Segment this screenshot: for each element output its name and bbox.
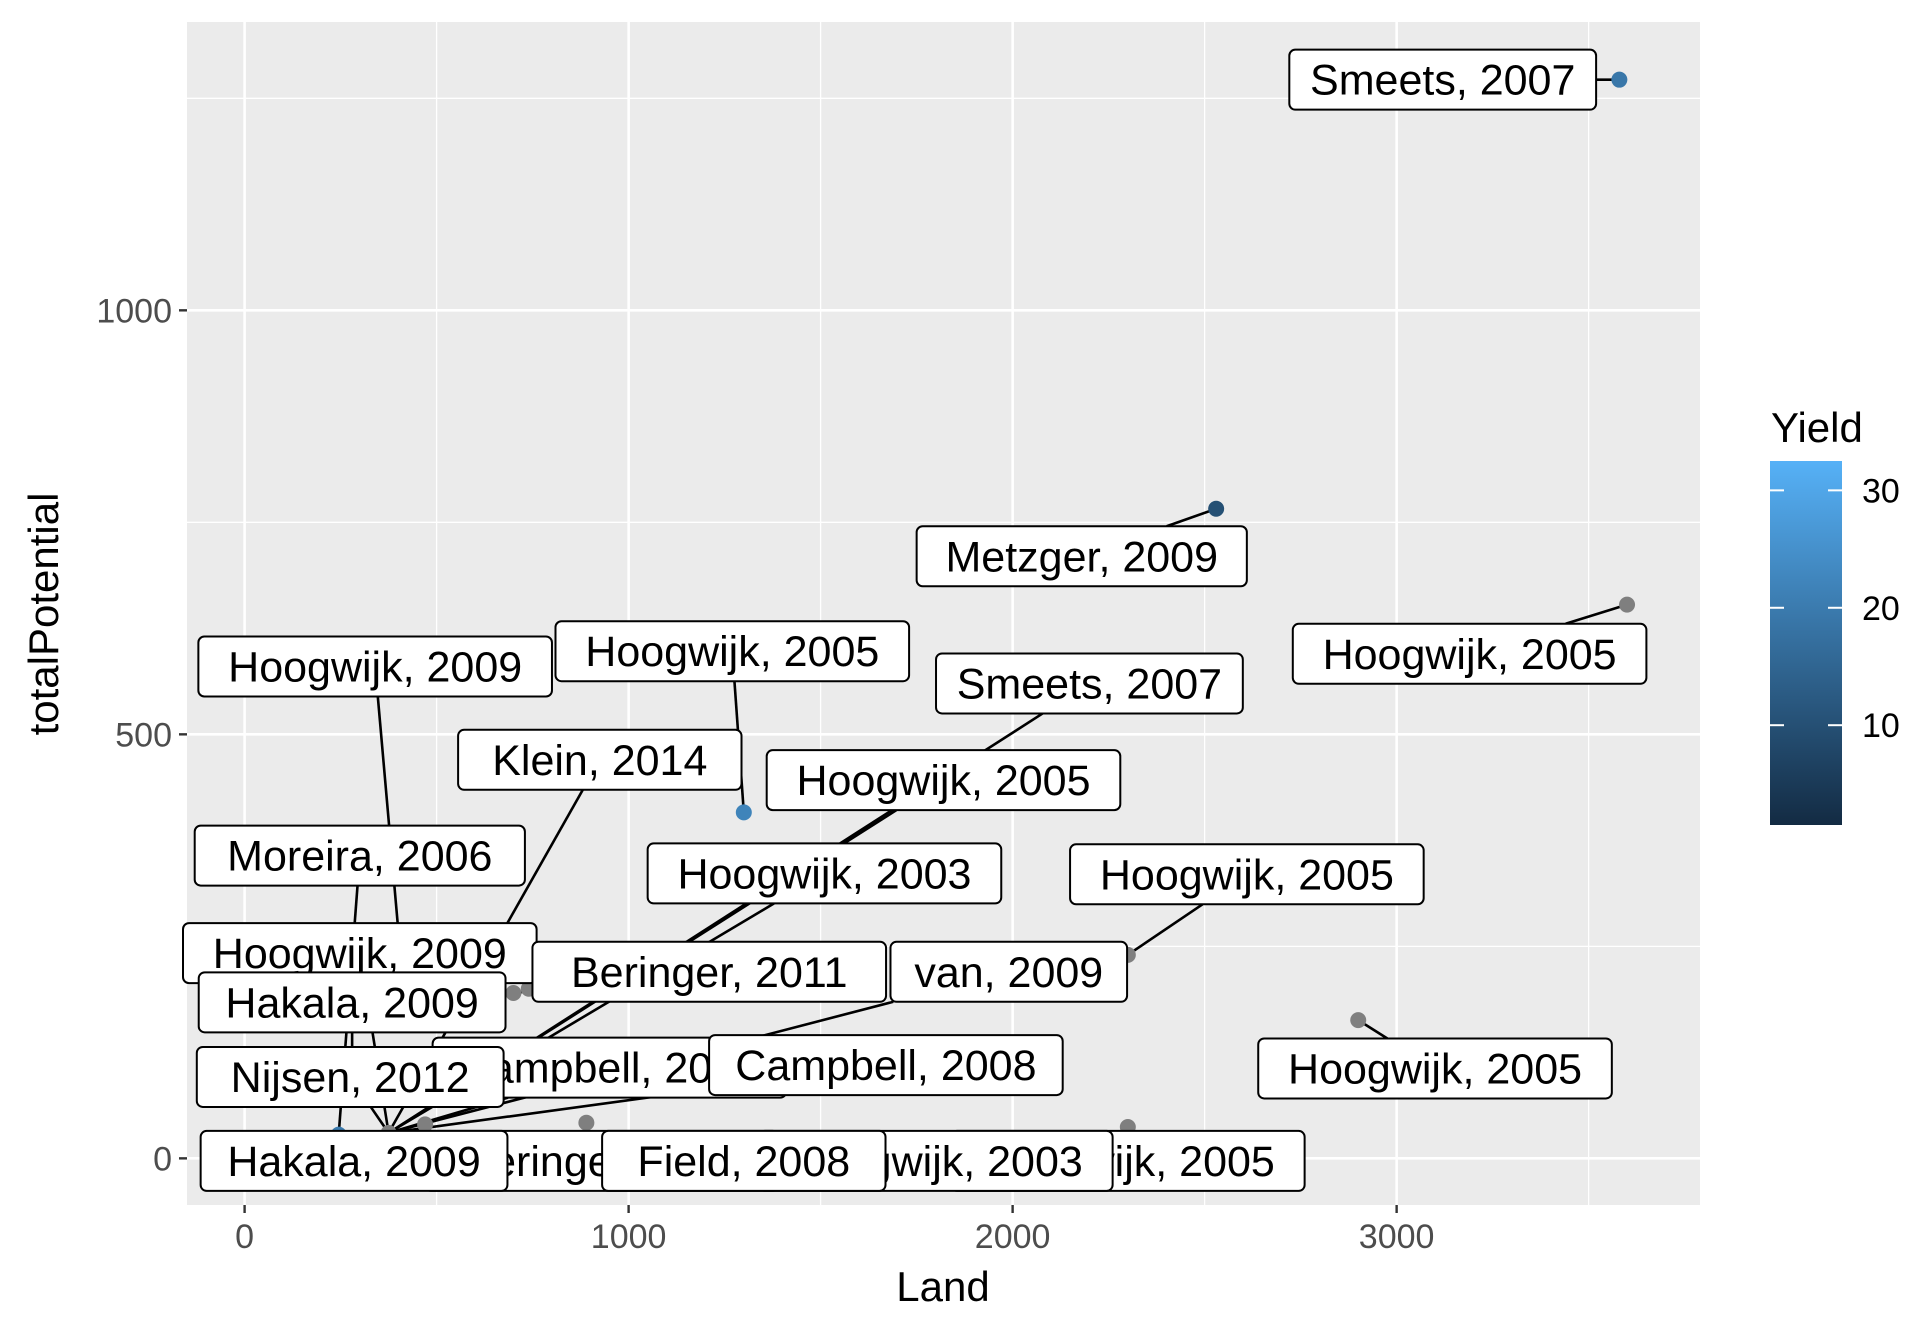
point-label: Hakala, 2009 bbox=[199, 1129, 509, 1192]
label-text: Field, 2008 bbox=[637, 1138, 850, 1186]
leader-line bbox=[1166, 507, 1217, 528]
y-tick-label: 0 bbox=[153, 1140, 172, 1178]
label-text: Beringer, 2011 bbox=[571, 949, 848, 997]
y-tick-label: 1000 bbox=[96, 292, 172, 330]
label-box bbox=[193, 824, 526, 887]
label-box bbox=[197, 635, 553, 698]
label-text: Hakala, 2009 bbox=[225, 979, 478, 1027]
y-axis-title: totalPotential bbox=[20, 493, 67, 736]
data-point bbox=[505, 984, 522, 1001]
data-point bbox=[735, 804, 752, 821]
point-label: Hoogwijk, 2005 bbox=[765, 749, 1122, 812]
point-label: Hoogwijk, 2005 bbox=[554, 620, 911, 683]
label-text: Smeets, 2007 bbox=[957, 660, 1222, 708]
data-point bbox=[1208, 500, 1225, 517]
legend-title: Yield bbox=[1771, 404, 1863, 451]
label-box bbox=[199, 1129, 509, 1192]
label-box bbox=[1069, 843, 1425, 906]
label-text: Hoogwijk, 2005 bbox=[585, 628, 879, 676]
point-label: Metzger, 2009 bbox=[915, 525, 1248, 588]
point-label: Moreira, 2006 bbox=[193, 824, 526, 887]
label-box bbox=[708, 1034, 1064, 1097]
x-axis-ticks: 0 1000 2000 3000 bbox=[235, 1205, 1434, 1256]
label-text: Klein, 2014 bbox=[492, 737, 707, 785]
label-text: van, 2009 bbox=[914, 949, 1103, 997]
leader-line bbox=[1127, 903, 1204, 956]
point-label: Smeets, 2007 bbox=[1288, 48, 1598, 111]
point-label: Hoogwijk, 2005 bbox=[1291, 622, 1648, 685]
label-text: Campbell, 2008 bbox=[735, 1042, 1036, 1090]
label-text: Metzger, 2009 bbox=[945, 533, 1218, 581]
label-box bbox=[646, 842, 1003, 905]
label-text: Moreira, 2006 bbox=[227, 833, 492, 881]
point-label: Hoogwijk, 2005 bbox=[1257, 1037, 1613, 1100]
point-label: Field, 2008 bbox=[601, 1129, 887, 1192]
label-box bbox=[915, 525, 1248, 588]
point-label: Beringer, 2011 bbox=[531, 940, 888, 1003]
point-label: van, 2009 bbox=[889, 940, 1129, 1003]
x-tick-label: 3000 bbox=[1359, 1218, 1435, 1256]
point-label: Klein, 2014 bbox=[457, 728, 743, 791]
label-box bbox=[935, 652, 1244, 715]
label-text: Hoogwijk, 2009 bbox=[228, 644, 522, 692]
point-label: Hoogwijk, 2009 bbox=[197, 635, 553, 698]
legend-ticks: 10 20 30 bbox=[1770, 472, 1900, 745]
leader-line bbox=[376, 696, 400, 930]
data-point bbox=[417, 1116, 434, 1133]
point-label: Hakala, 2009 bbox=[197, 971, 507, 1034]
point-label: Hoogwijk, 2003 bbox=[646, 842, 1003, 905]
point-label: Smeets, 2007 bbox=[935, 652, 1244, 715]
y-axis-ticks: 0 500 1000 bbox=[96, 292, 187, 1178]
legend-tick-label: 20 bbox=[1862, 590, 1900, 628]
legend-tick-label: 10 bbox=[1862, 707, 1900, 745]
grid-lines bbox=[187, 22, 1700, 1205]
legend: Yield 10 20 30 bbox=[1770, 404, 1900, 825]
label-text: Hoogwijk, 2009 bbox=[213, 930, 507, 978]
label-box bbox=[765, 749, 1122, 812]
x-axis-title: Land bbox=[896, 1263, 989, 1310]
label-text: Nijsen, 2012 bbox=[231, 1054, 470, 1102]
label-text: Hoogwijk, 2005 bbox=[1100, 851, 1394, 899]
legend-colorbar bbox=[1770, 461, 1842, 825]
label-box bbox=[1288, 48, 1598, 111]
label-box bbox=[889, 940, 1129, 1003]
data-point bbox=[578, 1114, 595, 1131]
label-box bbox=[195, 1045, 505, 1108]
data-point bbox=[1611, 71, 1628, 88]
label-box bbox=[531, 940, 888, 1003]
label-box bbox=[1291, 622, 1648, 685]
label-text: Hoogwijk, 2005 bbox=[796, 757, 1090, 805]
label-text: Smeets, 2007 bbox=[1310, 57, 1575, 105]
label-box bbox=[197, 971, 507, 1034]
point-label: Campbell, 2008 bbox=[708, 1034, 1064, 1097]
label-box bbox=[1257, 1037, 1613, 1100]
label-box bbox=[554, 620, 911, 683]
label-box bbox=[457, 728, 743, 791]
legend-tick-label: 30 bbox=[1862, 472, 1900, 510]
point-label: Hoogwijk, 2005 bbox=[1069, 843, 1425, 906]
label-text: Hoogwijk, 2005 bbox=[1323, 631, 1617, 679]
x-tick-label: 2000 bbox=[975, 1218, 1051, 1256]
x-tick-label: 0 bbox=[235, 1218, 254, 1256]
label-box bbox=[601, 1129, 887, 1192]
label-text: Hoogwijk, 2003 bbox=[677, 850, 971, 898]
point-label: Nijsen, 2012 bbox=[195, 1045, 505, 1108]
y-tick-label: 500 bbox=[115, 716, 172, 754]
point-label: Hoogwijk, 2009 bbox=[182, 922, 538, 985]
leader-line bbox=[1565, 603, 1628, 626]
data-point bbox=[1619, 596, 1636, 613]
data-point bbox=[1350, 1012, 1367, 1029]
x-tick-label: 1000 bbox=[591, 1218, 667, 1256]
label-text: Hoogwijk, 2005 bbox=[1288, 1045, 1582, 1093]
label-text: Hakala, 2009 bbox=[227, 1138, 480, 1186]
